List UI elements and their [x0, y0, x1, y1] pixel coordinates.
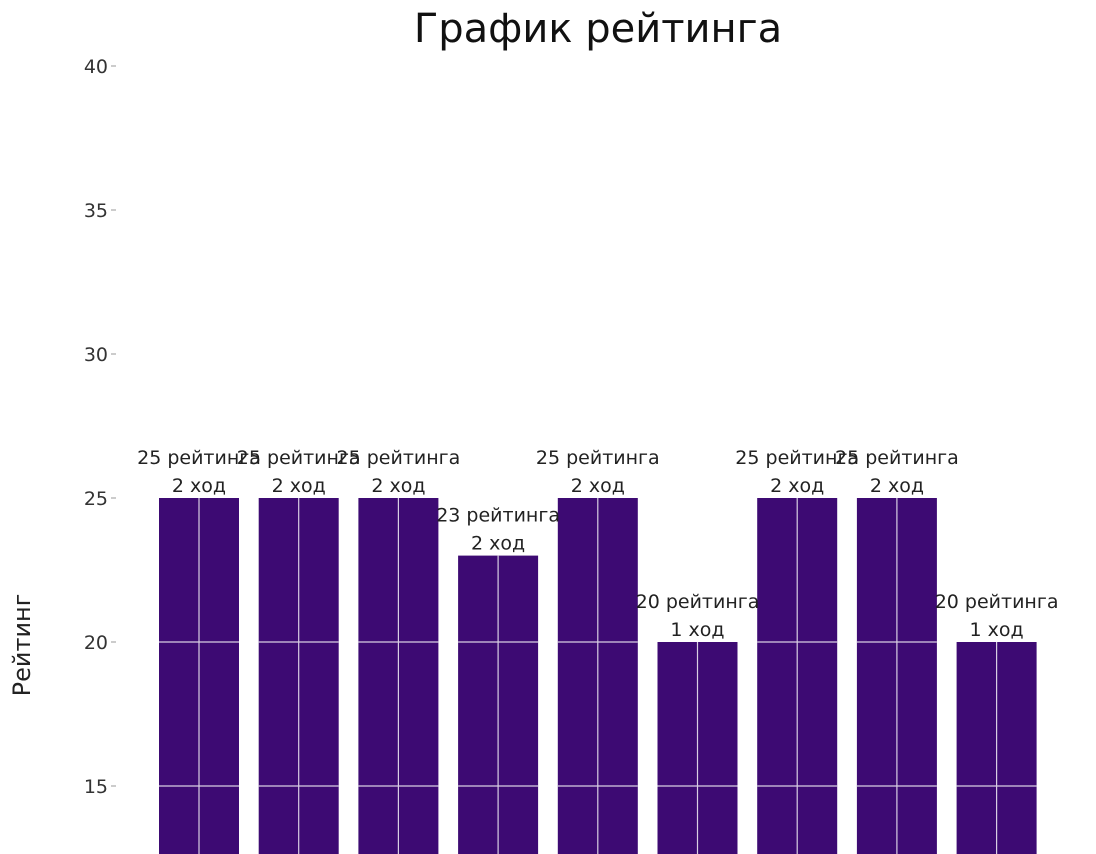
y-tick-label: 15: [84, 776, 108, 798]
bar-move-label: 2 ход: [770, 475, 824, 497]
grid-front-layer: [159, 498, 1037, 854]
bar-move-label: 2 ход: [172, 475, 226, 497]
bar-value-label: 25 рейтинга: [735, 447, 859, 469]
y-tick-label: 20: [84, 632, 108, 654]
bar-value-label: 25 рейтинга: [337, 447, 461, 469]
bar-value-label: 20 рейтинга: [935, 591, 1059, 613]
bar-move-label: 2 ход: [371, 475, 425, 497]
bar-move-label: 2 ход: [571, 475, 625, 497]
bar-move-label: 1 ход: [970, 619, 1024, 641]
bar-value-label: 23 рейтинга: [436, 505, 560, 527]
y-ticks-layer: 15 20 25 30 35 40: [84, 56, 116, 798]
y-tick-label: 35: [84, 200, 108, 222]
bar-value-label: 20 рейтинга: [636, 591, 760, 613]
bar-labels-layer: 25 рейтинга 2 ход 25 рейтинга 2 ход 25 рейти…: [137, 447, 1058, 641]
bar-move-label: 1 ход: [670, 619, 724, 641]
bar-value-label: 25 рейтинга: [137, 447, 261, 469]
bar-value-label: 25 рейтинга: [835, 447, 959, 469]
bar-move-label: 2 ход: [870, 475, 924, 497]
bar-move-label: 2 ход: [272, 475, 326, 497]
y-tick-label: 30: [84, 344, 108, 366]
y-axis-label: Рейтинг: [8, 594, 36, 697]
bar-move-label: 2 ход: [471, 533, 525, 555]
bar-value-label: 25 рейтинга: [237, 447, 361, 469]
y-tick-label: 40: [84, 56, 108, 78]
bar-value-label: 25 рейтинга: [536, 447, 660, 469]
y-tick-label: 25: [84, 488, 108, 510]
chart-title: График рейтинга: [414, 6, 782, 52]
